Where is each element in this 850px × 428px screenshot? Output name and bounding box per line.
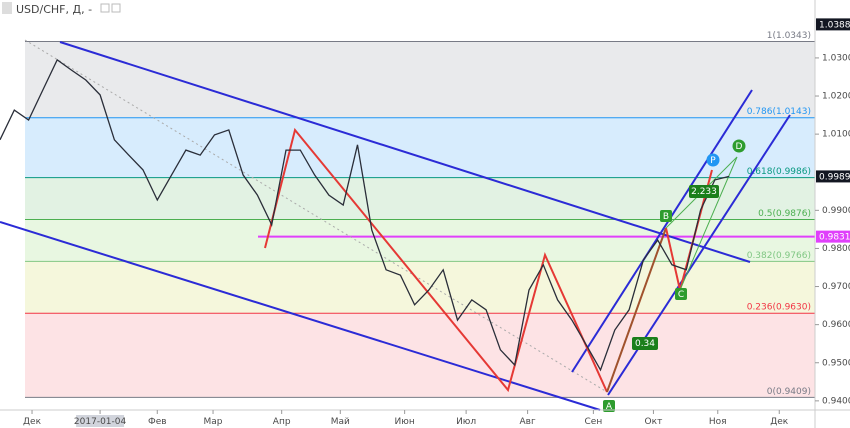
ratio-badge [689, 185, 719, 198]
channel-line [571, 89, 753, 373]
button-icon[interactable] [100, 3, 110, 13]
ratio-label: 2.233 [691, 187, 717, 197]
x-tick-label: Окт [645, 417, 663, 427]
y-tick-label: 0.9900 [822, 206, 850, 216]
x-tick-label: Дек [23, 417, 42, 427]
fib-label: 0.236(0.9630) [747, 303, 811, 313]
drawings [0, 39, 791, 411]
button-icon[interactable] [111, 3, 121, 13]
pattern-label: D [736, 142, 743, 152]
x-tick-label: Фев [148, 417, 167, 427]
fib-zones: 0(0.9409) 0.236(0.9630) 0.382(0.9766) 0.5(0… [25, 31, 815, 398]
price-box-label: 0.9989 [819, 172, 850, 182]
price-box [816, 230, 850, 243]
fib-label: 0.618(0.9986) [747, 167, 811, 177]
price-box [816, 170, 850, 183]
symbol-icon [2, 2, 12, 14]
fib-label: 0.786(1.0143) [747, 107, 811, 117]
x-tick-label: Ноя [709, 417, 727, 427]
pattern-leg [665, 227, 681, 291]
x-tick-label: Дек [770, 417, 789, 427]
y-tick-label: 1.0200 [822, 92, 850, 102]
x-tick-highlight [76, 415, 125, 427]
pattern-label: A [606, 402, 613, 412]
pattern-leg [606, 227, 667, 393]
pattern-label: B [663, 212, 669, 222]
trend-dotted [24, 39, 608, 393]
pattern-label: C [678, 290, 684, 300]
y-tick-label: 1.0300 [822, 53, 850, 63]
x-tick-label: Мар [204, 417, 223, 427]
x-tick-label: 2017-01-04 [74, 417, 127, 427]
pattern-badge [732, 139, 746, 153]
price-box-label: 1.0388 [819, 20, 850, 30]
x-tick-label: Май [331, 417, 350, 427]
pattern-badge [706, 153, 720, 167]
pattern-leg [679, 156, 738, 291]
fib-label: 0.382(0.9766) [747, 251, 811, 261]
y-tick-label: 1.0100 [822, 130, 850, 140]
price-line [0, 58, 730, 372]
zigzag [264, 127, 608, 393]
x-tick-label: Сен [585, 417, 603, 427]
pattern-labels: A B C D P 2.233 0.34 [603, 139, 746, 412]
x-tick-label: Авг [520, 417, 536, 427]
x-tick-label: Апр [273, 417, 291, 427]
chart-title: USD/CHF, Д, - [16, 3, 92, 16]
pattern-badge [603, 400, 615, 412]
fib-zone [25, 313, 815, 398]
fib-zone [25, 261, 815, 314]
pattern-badge [660, 210, 672, 222]
channel-line [59, 41, 751, 263]
fib-zone [25, 117, 815, 178]
fib-label: 0(0.9409) [767, 387, 811, 397]
fib-zone [25, 41, 815, 118]
pattern-label: P [710, 156, 716, 166]
fib-zone [25, 177, 815, 220]
ratio-badge [632, 337, 658, 350]
fib-label: 0.5(0.9876) [758, 209, 811, 219]
ratio-label: 0.34 [635, 339, 655, 349]
x-tick-label: Июл [456, 417, 476, 427]
price-series [0, 58, 730, 372]
pattern-badge [675, 288, 687, 300]
price-box-label: 0.9831 [819, 233, 850, 243]
fib-label: 1(1.0343) [767, 31, 811, 41]
price-box [816, 18, 850, 31]
x-tick-label: Июн [395, 417, 415, 427]
